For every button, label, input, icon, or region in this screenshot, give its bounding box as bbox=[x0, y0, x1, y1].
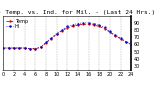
Legend: Temp, HI: Temp, HI bbox=[6, 18, 28, 29]
Title: Mil. - Temp. vs. Ind. for Mil. - (Last 24 Hrs.): Mil. - Temp. vs. Ind. for Mil. - (Last 2… bbox=[0, 10, 155, 15]
